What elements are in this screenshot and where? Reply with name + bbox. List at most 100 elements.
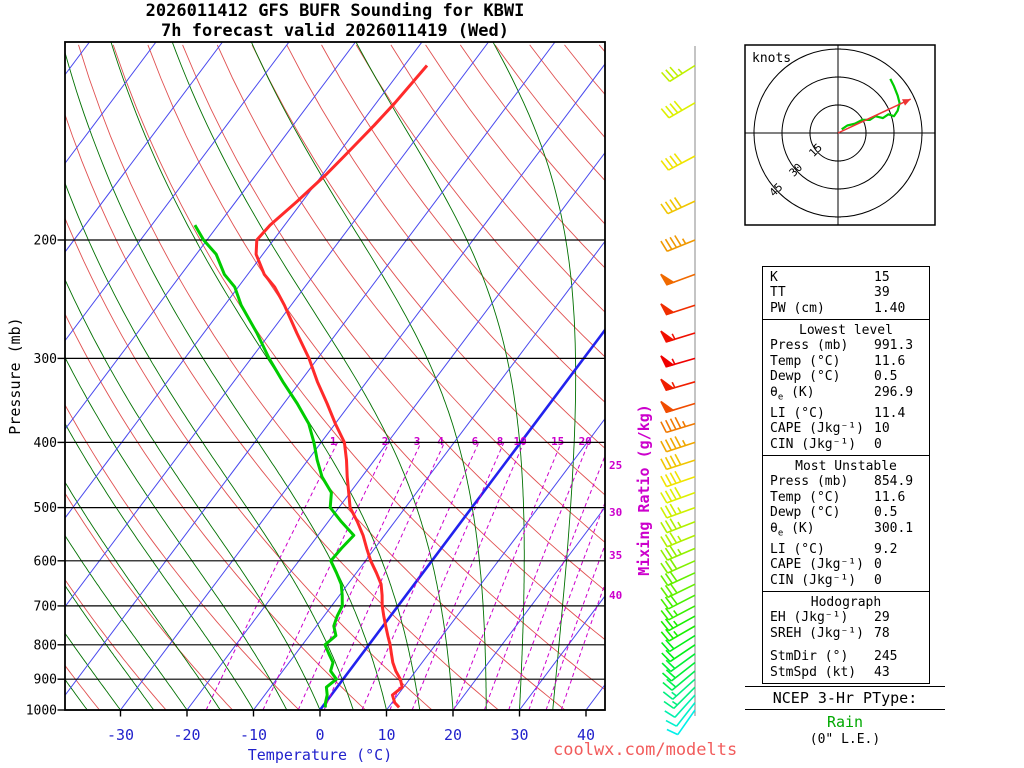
wind-barb bbox=[661, 661, 696, 682]
temperature-curve bbox=[254, 64, 429, 709]
temperature-axis-title: Temperature (°C) bbox=[248, 746, 393, 764]
wind-barb bbox=[661, 634, 696, 653]
sounding-curves bbox=[193, 64, 429, 709]
wind-barb bbox=[660, 605, 696, 621]
stat-label: Dewp (°C) bbox=[770, 369, 841, 384]
stat-row: CIN (Jkg⁻¹) 0 bbox=[763, 437, 929, 453]
mixing-ratio-label: 40 bbox=[609, 589, 622, 602]
chart-title: 2026011412 GFS BUFR Sounding for KBWI 7h… bbox=[60, 1, 610, 41]
pressure-axis: 200 300 400 500 600 700 800 900 1000 Pressure (mb… bbox=[6, 234, 65, 719]
wind-barb bbox=[660, 625, 696, 642]
pressure-tick-label: 300 bbox=[34, 352, 57, 367]
wind-barb bbox=[660, 594, 696, 610]
wind-barb bbox=[660, 486, 696, 504]
stat-value: 854.9 bbox=[874, 474, 914, 490]
storm-motion-vector bbox=[837, 98, 912, 134]
stat-value: 0 bbox=[874, 572, 882, 588]
mixing-ratio-label: 10 bbox=[513, 435, 526, 448]
wind-barb bbox=[660, 378, 696, 392]
mixing-ratio-label: 2 bbox=[382, 435, 389, 448]
wind-barb bbox=[660, 197, 696, 215]
wind-barb bbox=[660, 273, 696, 286]
stat-label: StmSpd (kt) bbox=[770, 664, 857, 680]
pressure-axis-title: Pressure (mb) bbox=[6, 317, 24, 434]
wind-barb bbox=[660, 615, 696, 632]
pressure-tick-label: 1000 bbox=[26, 704, 57, 719]
stats-box: Lowest level Press (mb) 991.3 Temp (°C) 11.6… bbox=[762, 318, 930, 457]
stat-label: Temp (°C) bbox=[770, 353, 841, 369]
stats-box: K 15 TT 39 PW (cm) 1.40 bbox=[762, 265, 930, 320]
ptype-heading: NCEP 3-Hr PType: bbox=[745, 686, 945, 710]
stat-value: 10 bbox=[874, 421, 890, 437]
mixing-ratio-label: 15 bbox=[551, 435, 564, 448]
wind-barb bbox=[660, 545, 696, 561]
wind-barb bbox=[660, 416, 696, 434]
ptype-block: NCEP 3-Hr PType: Rain (0" L.E.) bbox=[745, 686, 945, 747]
stat-value: 991.3 bbox=[874, 338, 914, 353]
stat-value: 0.5 bbox=[874, 369, 898, 384]
stat-row: PW (cm) 1.40 bbox=[763, 301, 929, 317]
stat-row: TT 39 bbox=[763, 285, 929, 301]
title-line-1: 2026011412 GFS BUFR Sounding for KBWI bbox=[145, 1, 525, 21]
stat-label: CIN (Jkg⁻¹) bbox=[770, 436, 857, 452]
stats-spacer bbox=[763, 641, 929, 649]
mixing-ratio-label: 30 bbox=[609, 506, 622, 519]
stat-row: Temp (°C) 11.6 bbox=[763, 490, 929, 506]
stat-value: 43 bbox=[874, 664, 890, 680]
wind-barb bbox=[660, 518, 696, 534]
stat-row: K 15 bbox=[763, 270, 929, 286]
stat-label: TT bbox=[770, 285, 786, 300]
stat-value: 9.2 bbox=[874, 541, 898, 557]
stats-section-title: Lowest level bbox=[799, 322, 893, 338]
temp-tick-label: -10 bbox=[240, 726, 267, 744]
temp-tick-label: 10 bbox=[377, 726, 395, 744]
stat-label: K bbox=[770, 269, 778, 285]
wind-barb bbox=[660, 355, 696, 368]
stat-row: Dewp (°C) 0.5 bbox=[763, 505, 929, 521]
mixing-ratio-label: 1 bbox=[330, 435, 337, 448]
stat-label: LI (°C) bbox=[770, 541, 825, 557]
stat-label: StmDir (°) bbox=[770, 649, 849, 665]
wind-barb-column bbox=[660, 46, 696, 736]
mixing-ratio-label: 8 bbox=[497, 435, 504, 448]
wind-barb bbox=[666, 709, 696, 736]
wind-barb bbox=[660, 436, 696, 453]
hodograph-unit-label: knots bbox=[752, 51, 791, 66]
stat-row: SREH (Jkg⁻¹) 78 bbox=[763, 626, 929, 642]
stats-box: Hodograph EH (Jkg⁻¹) 29 SREH (Jkg⁻¹) 78 StmDi… bbox=[762, 590, 930, 685]
stat-value: 245 bbox=[874, 649, 898, 665]
stat-row: LI (°C) 9.2 bbox=[763, 542, 929, 558]
stat-row: Press (mb) 854.9 bbox=[763, 474, 929, 490]
temp-tick-label: 20 bbox=[444, 726, 462, 744]
ptype-note: (0" L.E.) bbox=[809, 732, 881, 747]
pressure-tick-label: 500 bbox=[34, 501, 57, 516]
stat-value: 78 bbox=[874, 625, 890, 641]
wind-barb bbox=[662, 670, 696, 691]
wind-barb bbox=[660, 532, 696, 548]
wind-barb bbox=[660, 470, 696, 488]
storm-motion-arrowhead bbox=[902, 99, 911, 106]
ptype-value: Rain bbox=[826, 713, 864, 731]
wind-barb bbox=[661, 644, 696, 663]
stat-row: StmSpd (kt) 43 bbox=[763, 665, 929, 681]
stats-section-title: Hodograph bbox=[810, 594, 882, 610]
mixing-ratio-axis-title: Mixing Ratio (g/kg) bbox=[635, 404, 653, 576]
temperature-axis: -30 -20 -10 0 10 20 30 40 Temperature (°C) bbox=[107, 710, 595, 764]
stat-row: Press (mb) 991.3 bbox=[763, 338, 929, 354]
stat-label: θe (K) bbox=[770, 520, 815, 539]
stat-label: Press (mb) bbox=[770, 474, 849, 490]
wind-barb bbox=[660, 100, 696, 119]
stat-value: 0 bbox=[874, 436, 882, 452]
temp-tick-label: -30 bbox=[107, 726, 134, 744]
wind-barb bbox=[660, 235, 696, 253]
stat-label: PW (cm) bbox=[770, 300, 825, 316]
pressure-tick-label: 400 bbox=[34, 436, 57, 451]
stat-label: Press (mb) bbox=[770, 338, 849, 353]
wind-barb bbox=[660, 570, 696, 587]
stat-label: CAPE (Jkg⁻¹) bbox=[770, 421, 864, 437]
temp-tick-label: -20 bbox=[173, 726, 200, 744]
mixing-ratio-label: 3 bbox=[414, 435, 421, 448]
wind-barb bbox=[662, 678, 696, 700]
stats-section-title: Most Unstable bbox=[795, 458, 897, 474]
